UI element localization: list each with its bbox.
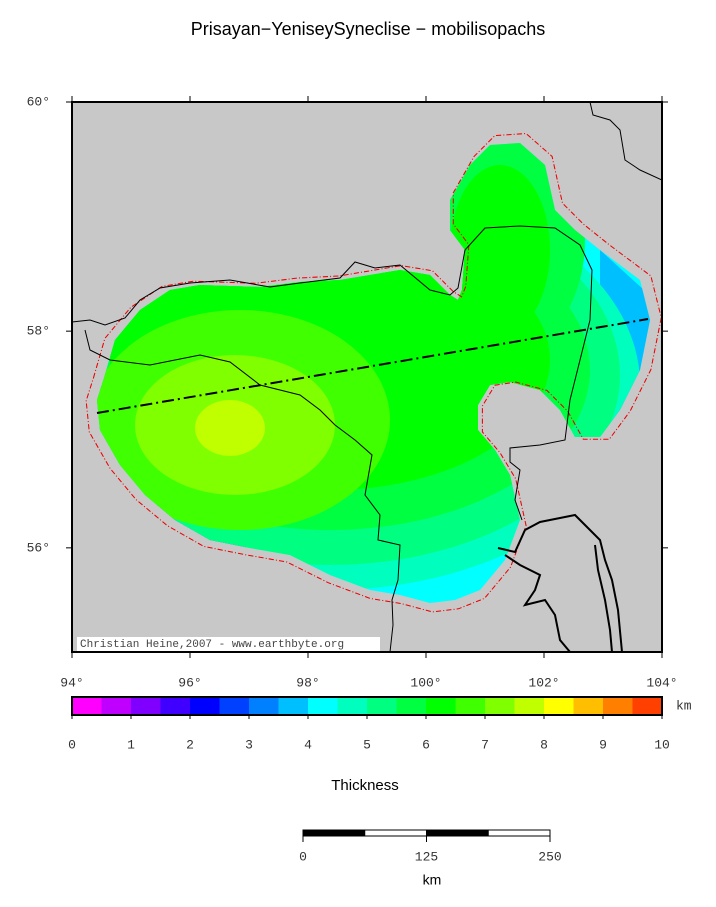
scalebar-segment (487, 829, 551, 837)
profile-line (96, 318, 649, 414)
scalebar-unit: km (423, 872, 442, 888)
colorbar-unit: km (676, 698, 692, 713)
x-tick-label: 104° (646, 675, 677, 690)
scalebar-tick-label: 125 (415, 849, 438, 864)
scalebar-segment (302, 829, 366, 837)
colorbar-bin (514, 697, 544, 715)
colorbar-bin (308, 697, 338, 715)
colorbar-bin (249, 697, 279, 715)
borders (72, 102, 662, 652)
colorbar-bin (455, 697, 485, 715)
colorbar-bin (603, 697, 633, 715)
colorbar-bin (219, 697, 249, 715)
scalebar-tick-label: 0 (299, 849, 307, 864)
colorbar-label: Thickness (331, 777, 399, 794)
colorbar-tick-label: 7 (481, 737, 489, 752)
scalebar-segment (426, 829, 489, 837)
colorbar-bin (544, 697, 574, 715)
credit: Christian Heine,2007 - www.earthbyte.org (80, 639, 344, 651)
colorbar-tick-label: 2 (186, 737, 194, 752)
colorbar-tick-label: 3 (245, 737, 253, 752)
basin-outline (85, 132, 662, 613)
y-tick-label: 56° (27, 540, 50, 555)
colorbar-bin (337, 697, 367, 715)
colorbar-bin (426, 697, 456, 715)
colorbar-tick-label: 6 (422, 737, 430, 752)
colorbar-bin (396, 697, 426, 715)
lake-baikal (497, 513, 623, 652)
colorbar-bin (190, 697, 220, 715)
colorbar-bin (367, 697, 397, 715)
colorbar-tick-label: 9 (599, 737, 607, 752)
colorbar-bin (485, 697, 515, 715)
map: Christian Heine,2007 - www.earthbyte.org (71, 101, 663, 653)
colorbar-tick-label: 10 (654, 737, 670, 752)
colorbar-tick-label: 5 (363, 737, 371, 752)
colorbar-bin (632, 697, 662, 715)
colorbar-tick-label: 4 (304, 737, 312, 752)
scalebar-segment (364, 829, 427, 837)
colorbar-tick-label: 1 (127, 737, 135, 752)
colorbar-bin (131, 697, 161, 715)
colorbar-bin (160, 697, 190, 715)
x-tick-label: 100° (410, 675, 441, 690)
colorbar-tick-label: 0 (68, 737, 76, 752)
colorbar-bin (72, 697, 102, 715)
map-frame (71, 101, 663, 653)
scalebar-tick-label: 250 (538, 849, 561, 864)
y-tick-label: 58° (27, 324, 50, 339)
credit-box (77, 637, 380, 651)
colorbar-tick-label: 8 (540, 737, 548, 752)
colorbar-bin (573, 697, 603, 715)
colorbar-bin (101, 697, 131, 715)
colorbar-bin (278, 697, 308, 715)
x-tick-label: 98° (296, 675, 319, 690)
x-tick-label: 102° (528, 675, 559, 690)
y-tick-label: 60° (27, 94, 50, 109)
x-tick-label: 94° (60, 675, 83, 690)
map-title: Prisayan−YeniseySyneclise − mobilisopach… (191, 19, 546, 39)
x-tick-label: 96° (178, 675, 201, 690)
